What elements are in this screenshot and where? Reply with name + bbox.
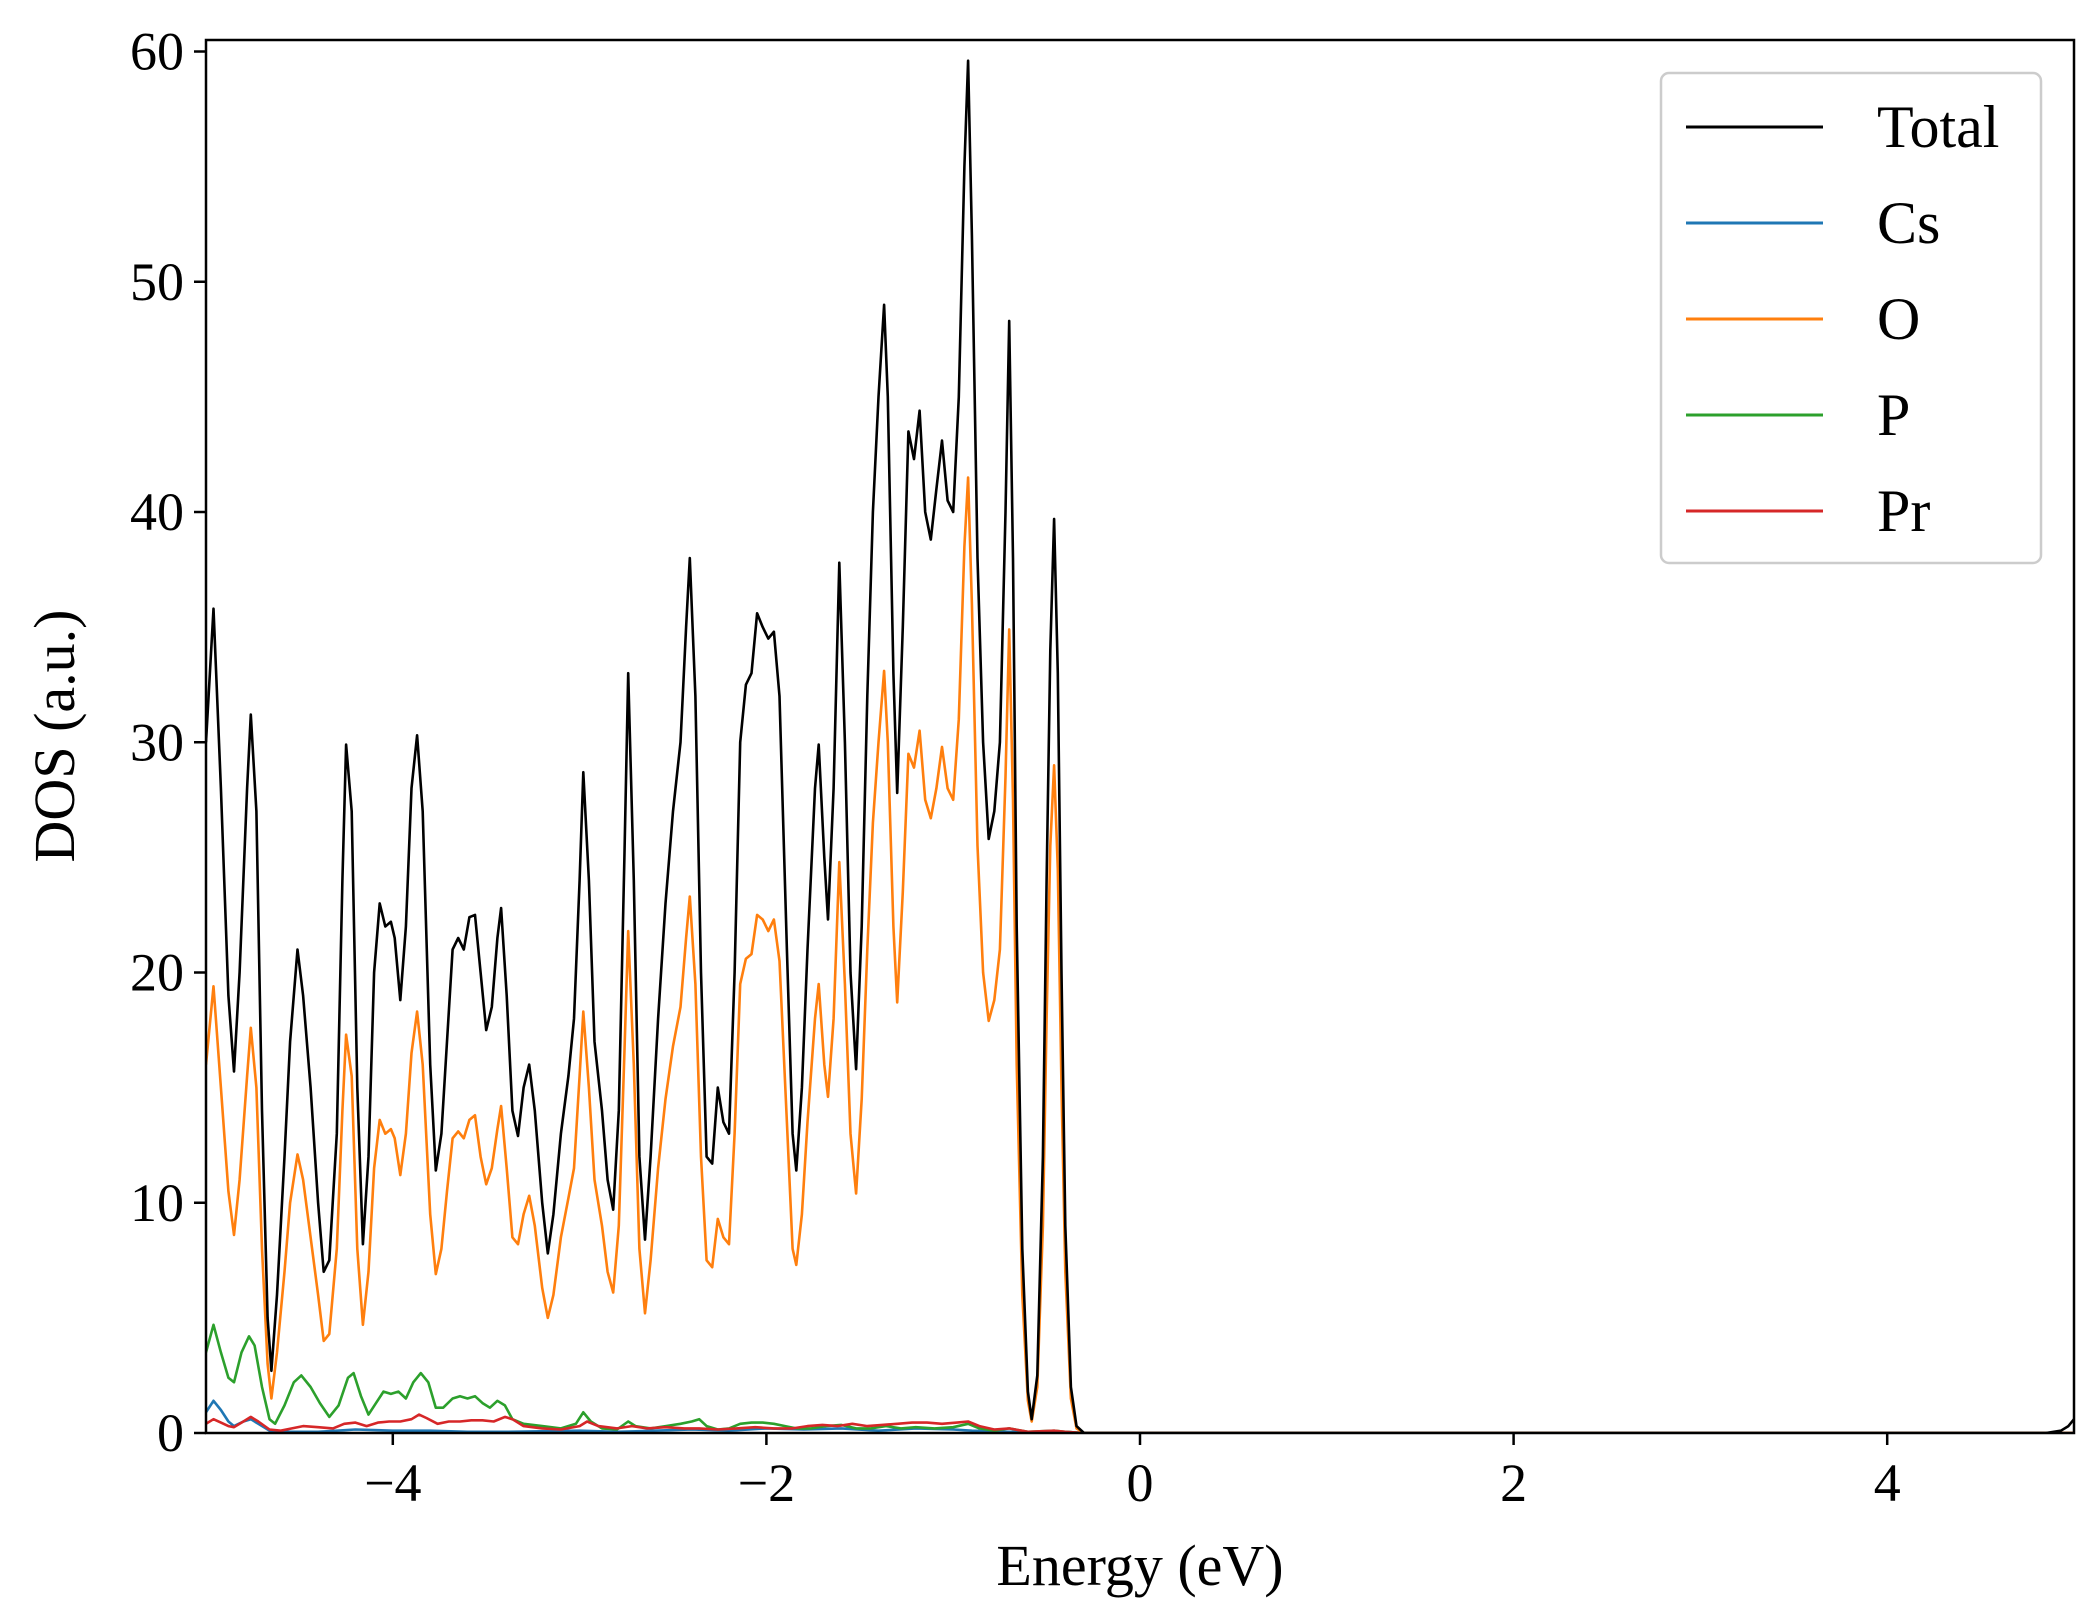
x-tick-label: 0 <box>1127 1453 1154 1513</box>
legend-label-p: P <box>1877 382 1910 448</box>
x-tick-label: 2 <box>1500 1453 1527 1513</box>
legend-label-cs: Cs <box>1877 190 1940 256</box>
legend-label-o: O <box>1877 286 1920 352</box>
y-tick-label: 0 <box>157 1403 184 1463</box>
y-tick-label: 30 <box>130 712 184 772</box>
series-line-pr <box>206 1413 2074 1433</box>
y-axis: 0 10 20 30 40 50 60 <box>130 22 206 1463</box>
legend-box <box>1659 71 2043 565</box>
y-tick-label: 60 <box>130 22 184 82</box>
x-tick-label: −4 <box>364 1453 421 1513</box>
series-line-total <box>206 59 2074 1433</box>
legend: Total Cs OP Pr <box>1659 71 2043 565</box>
y-tick-label: 40 <box>130 482 184 542</box>
series-layer <box>206 59 2074 1433</box>
y-tick-label: 50 <box>130 252 184 312</box>
y-tick-label: 10 <box>130 1173 184 1233</box>
y-tick-label: 20 <box>130 943 184 1003</box>
series-line-o <box>206 476 2074 1433</box>
x-tick-label: −2 <box>738 1453 795 1513</box>
x-axis-label: Energy (eV) <box>996 1533 1283 1598</box>
series-line-p <box>206 1323 2074 1433</box>
x-axis: −4 −2 0 2 4 <box>364 1433 1901 1513</box>
x-tick-label: 4 <box>1874 1453 1901 1513</box>
y-axis-label: DOS (a.u.) <box>22 610 87 863</box>
legend-label-pr: Pr <box>1877 478 1930 544</box>
legend-label-total: Total <box>1877 94 1999 160</box>
